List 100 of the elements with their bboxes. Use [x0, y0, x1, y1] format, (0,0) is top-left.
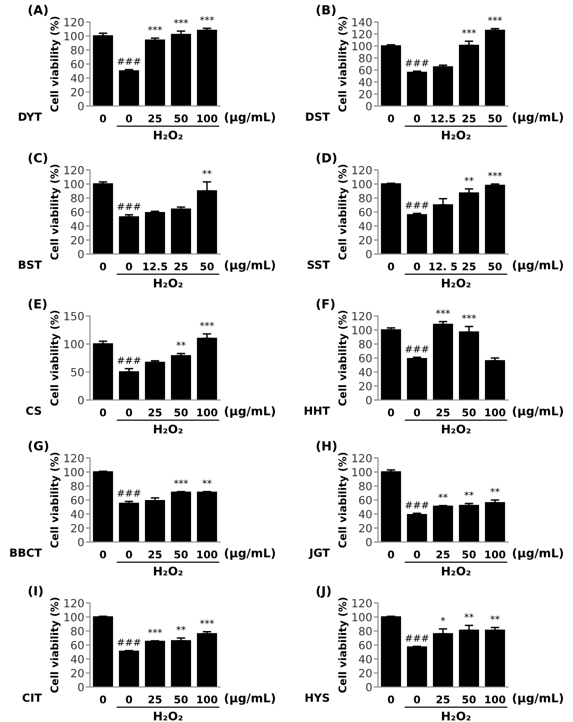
- chart-title: (C): [28, 152, 48, 164]
- data-label: ###: [406, 346, 428, 352]
- bar: [380, 329, 402, 400]
- data-label: **: [202, 480, 212, 484]
- y-tick-label: 120: [352, 312, 372, 320]
- y-tick-label: 60: [71, 60, 84, 68]
- x-tick-label: 0: [414, 262, 420, 270]
- x-tick-label: 50: [174, 408, 188, 416]
- y-tick-label: 80: [359, 54, 372, 62]
- x-tick-label: 0: [100, 696, 106, 704]
- bar: [380, 471, 402, 542]
- y-tick-label: 60: [71, 640, 84, 650]
- text: SST: [308, 260, 330, 269]
- y-tick-label: 120: [64, 166, 84, 174]
- bar: [196, 338, 218, 400]
- bar: [484, 502, 506, 542]
- data-label: ###: [406, 202, 428, 209]
- bar: [458, 192, 480, 254]
- bar: [170, 34, 192, 106]
- x-tick-label: 25: [436, 696, 450, 704]
- x-tick-label: 0: [414, 408, 420, 416]
- bar: [458, 44, 480, 106]
- y-axis-title: Cell viability (%): [50, 164, 60, 260]
- chart-title: (J): [316, 586, 331, 598]
- y-tick-label: 40: [70, 222, 84, 230]
- data-label: **: [176, 626, 186, 630]
- data-label: ***: [174, 480, 188, 484]
- y-tick-label: 100: [352, 612, 372, 622]
- y-axis-title: Cell viability (%): [50, 310, 60, 406]
- x-tick-label: 50: [174, 114, 188, 122]
- text: (μg/mL): [512, 548, 563, 560]
- y-tick-label: 20: [71, 668, 84, 678]
- text: (μg/mL): [224, 406, 275, 418]
- bar: [170, 208, 192, 254]
- y-tick-label: 0: [366, 396, 372, 404]
- x-tick-label: 12.5: [431, 114, 456, 122]
- text: (μg/mL): [512, 112, 563, 124]
- data-label: ***: [462, 29, 476, 34]
- x-tick-label: 0: [388, 408, 394, 416]
- y-tick-label: 0: [78, 538, 84, 546]
- bar: [170, 355, 192, 400]
- x-axis-title: H₂O₂: [442, 278, 470, 288]
- y-tick-label: 20: [359, 90, 372, 98]
- x-axis-title: H₂O₂: [442, 424, 470, 434]
- text: JGT: [308, 548, 330, 559]
- bar: [118, 216, 140, 254]
- chart-title: (I): [28, 586, 43, 598]
- y-tick-label: 40: [70, 654, 84, 664]
- bar: [118, 371, 140, 400]
- x-axis-title: H₂O₂: [442, 712, 470, 720]
- chart-title: (G): [28, 440, 48, 452]
- x-tick-label: 0: [388, 550, 394, 558]
- y-tick-label: 120: [64, 454, 84, 462]
- text: (μg/mL): [512, 260, 563, 272]
- data-label: ***: [200, 620, 214, 624]
- bar: [406, 646, 428, 687]
- y-tick-label: 100: [352, 326, 372, 334]
- y-tick-label: 120: [352, 166, 372, 174]
- x-tick-label: 0: [100, 114, 106, 122]
- y-tick-label: 0: [78, 396, 84, 404]
- x-tick-label: 50: [462, 408, 476, 416]
- y-tick-label: 80: [71, 482, 84, 490]
- x-tick-label: 100: [197, 550, 218, 558]
- text: (μg/mL): [512, 406, 563, 418]
- bar: [380, 45, 402, 106]
- x-tick-label: 0: [100, 262, 106, 270]
- x-tick-label: 0: [100, 550, 106, 558]
- data-label: **: [490, 488, 500, 492]
- text: (μg/mL): [224, 548, 275, 560]
- x-tick-label: 50: [174, 550, 188, 558]
- bar: [484, 630, 506, 687]
- x-tick-label: 0: [388, 262, 394, 270]
- y-tick-label: 80: [359, 482, 372, 490]
- y-tick-label: 40: [70, 74, 84, 82]
- bar: [92, 35, 114, 106]
- y-axis-title: Cell viability (%): [50, 16, 60, 112]
- data-label: ***: [462, 314, 476, 319]
- y-tick-label: 120: [352, 598, 372, 608]
- data-label: ***: [488, 16, 502, 22]
- x-tick-label: 0: [126, 262, 132, 270]
- data-label: **: [490, 615, 500, 620]
- y-axis-title: Cell viability (%): [338, 164, 348, 260]
- x-tick-label: 0: [126, 696, 132, 704]
- y-tick-label: 100: [352, 42, 372, 50]
- bar: [92, 616, 114, 687]
- x-tick-label: 25: [436, 408, 450, 416]
- bar: [406, 514, 428, 542]
- x-tick-label: 50: [174, 696, 188, 704]
- bar: [432, 324, 454, 400]
- y-axis-title: Cell viability (%): [50, 452, 60, 548]
- y-tick-label: 20: [71, 88, 84, 96]
- text: (μg/mL): [224, 260, 275, 272]
- data-label: ###: [406, 634, 428, 642]
- bar: [484, 184, 506, 254]
- bar: [432, 633, 454, 687]
- x-tick-label: 100: [197, 408, 218, 416]
- x-axis-title: H₂O₂: [442, 130, 470, 140]
- y-axis-title: Cell viability (%): [50, 598, 60, 693]
- y-tick-label: 120: [64, 598, 84, 608]
- y-tick-label: 40: [358, 368, 372, 376]
